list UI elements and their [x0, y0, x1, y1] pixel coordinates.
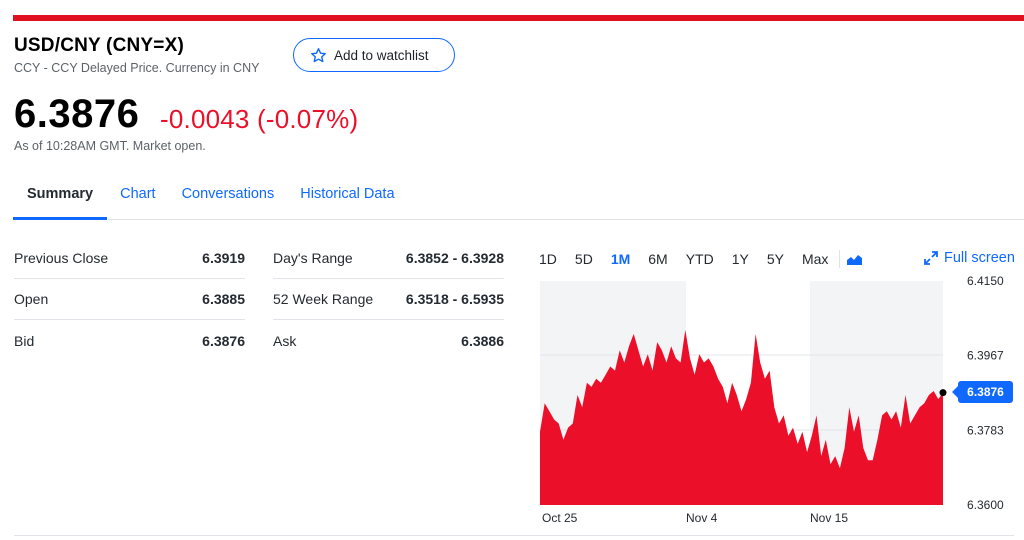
y-tick-label: 6.3783 — [967, 424, 1004, 438]
range-ytd[interactable]: YTD — [685, 251, 714, 267]
range-5y[interactable]: 5Y — [766, 251, 784, 267]
fullscreen-button[interactable]: Full screen — [924, 250, 1015, 266]
stat-label: Open — [14, 291, 49, 307]
tab-historical-data[interactable]: Historical Data — [300, 186, 395, 202]
tab-chart[interactable]: Chart — [120, 186, 156, 202]
stat-value: 6.3518 - 6.5935 — [405, 291, 504, 307]
stats-right-column: Day's Range 6.3852 - 6.3928 52 Week Rang… — [273, 238, 504, 361]
range-6m[interactable]: 6M — [648, 251, 668, 267]
x-tick-label: Nov 4 — [686, 511, 718, 525]
range-1d[interactable]: 1D — [539, 251, 557, 267]
range-1y[interactable]: 1Y — [731, 251, 749, 267]
range-5d[interactable]: 5D — [574, 251, 593, 267]
quote-subtitle: CCY - CCY Delayed Price. Currency in CNY — [14, 61, 260, 75]
quote-tabs: Summary Chart Conversations Historical D… — [13, 176, 408, 220]
fullscreen-label: Full screen — [944, 250, 1015, 266]
range-divider — [839, 250, 841, 268]
stat-label: Bid — [14, 332, 35, 349]
tab-summary[interactable]: Summary — [13, 176, 108, 220]
stat-open: Open 6.3885 — [14, 279, 245, 320]
x-tick-label: Oct 25 — [542, 511, 578, 525]
price-chart[interactable]: 6.4150 6.3967 6.3783 6.3600 Oct 25 Nov 4 Nov … — [530, 276, 1020, 528]
range-1m[interactable]: 1M — [610, 251, 631, 267]
quote-title: USD/CNY (CNY=X) — [14, 35, 184, 56]
stats-left-column: Previous Close 6.3919 Open 6.3885 Bid 6.… — [14, 238, 245, 361]
stat-label: Previous Close — [14, 250, 109, 266]
add-to-watchlist-button[interactable]: Add to watchlist — [293, 38, 455, 72]
y-tick-label: 6.3600 — [967, 498, 1004, 512]
y-tick-label: 6.3967 — [967, 349, 1004, 363]
stat-52-week-range: 52 Week Range 6.3518 - 6.5935 — [273, 279, 504, 320]
price-area-series — [540, 329, 943, 505]
stat-value: 6.3852 - 6.3928 — [405, 250, 504, 266]
current-price: 6.3876 — [14, 92, 140, 136]
expand-icon — [924, 251, 938, 265]
stat-value: 6.3886 — [461, 332, 504, 349]
bottom-divider — [14, 535, 1014, 536]
chart-range-selector: 1D 5D 1M 6M YTD 1Y 5Y Max — [530, 248, 864, 270]
last-price-point — [939, 389, 947, 397]
stat-value: 6.3876 — [202, 332, 245, 349]
price-change: -0.0043 (-0.07%) — [160, 104, 359, 134]
last-price-tag: 6.3876 — [952, 381, 1013, 403]
stat-previous-close: Previous Close 6.3919 — [14, 238, 245, 279]
stat-value: 6.3919 — [202, 250, 245, 266]
watchlist-label: Add to watchlist — [334, 47, 429, 63]
stat-ask: Ask 6.3886 — [273, 320, 504, 361]
star-icon — [311, 47, 326, 62]
y-tick-label: 6.4150 — [967, 276, 1004, 288]
stat-label: Ask — [273, 332, 297, 349]
tab-conversations[interactable]: Conversations — [181, 186, 275, 202]
as-of-timestamp: As of 10:28AM GMT. Market open. — [14, 139, 206, 153]
area-chart-icon[interactable] — [846, 248, 864, 270]
stat-label: 52 Week Range — [273, 291, 374, 307]
tabs-divider — [108, 219, 1024, 220]
stat-label: Day's Range — [273, 250, 353, 266]
stat-value: 6.3885 — [202, 291, 245, 307]
stat-days-range: Day's Range 6.3852 - 6.3928 — [273, 238, 504, 279]
stat-bid: Bid 6.3876 — [14, 320, 245, 361]
range-max[interactable]: Max — [801, 251, 829, 267]
brand-top-bar — [13, 15, 1024, 21]
x-tick-label: Nov 15 — [810, 511, 848, 525]
